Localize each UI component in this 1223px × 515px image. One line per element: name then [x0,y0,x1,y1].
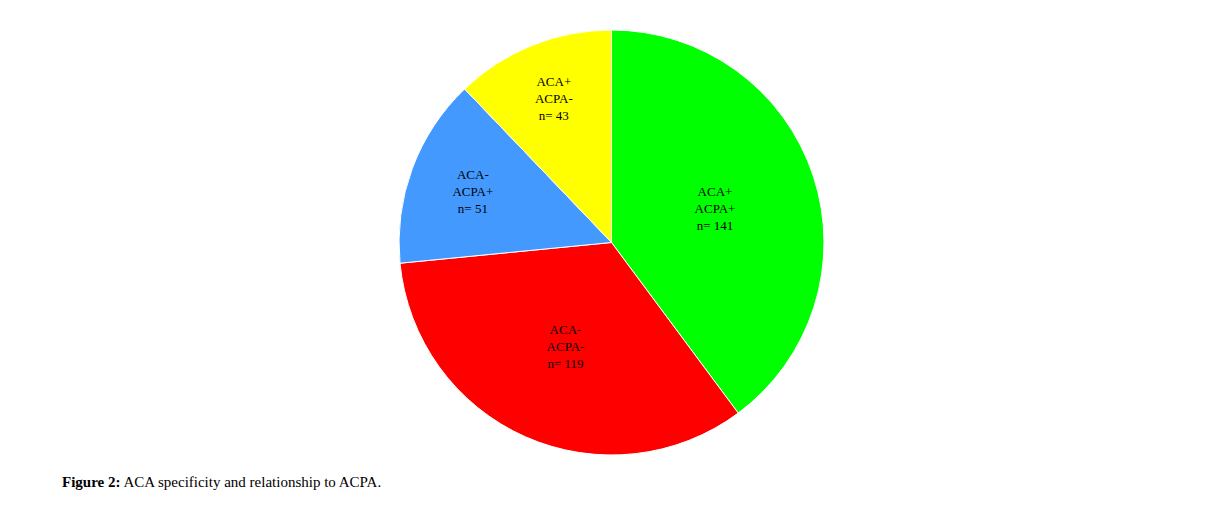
svg-text:ACA+ACPA+n= 141: ACA+ACPA+n= 141 [695,184,736,233]
svg-text:ACA-ACPA+n= 51: ACA-ACPA+n= 51 [452,167,493,216]
svg-text:ACA+ACPA-n= 43: ACA+ACPA-n= 43 [535,74,573,123]
svg-text:Figure 2: ACA specificity and: Figure 2: ACA specificity and relationsh… [62,474,381,490]
svg-text:ACA-ACPA-n= 119: ACA-ACPA-n= 119 [547,322,585,371]
